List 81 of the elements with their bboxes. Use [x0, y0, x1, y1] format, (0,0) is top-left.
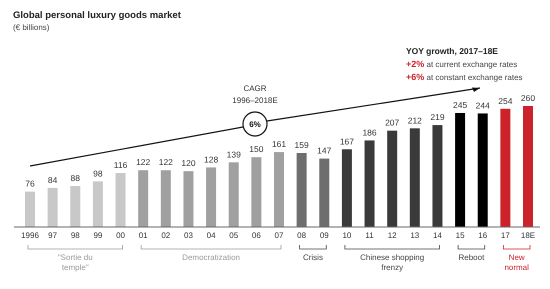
data-label: 128 — [204, 154, 218, 164]
text: Democratization — [182, 253, 240, 262]
data-label: 186 — [362, 127, 377, 138]
x-tick-label: 16 — [478, 231, 488, 240]
bar — [342, 149, 352, 227]
data-label: 116 — [114, 160, 128, 170]
bar — [48, 188, 58, 227]
bar — [432, 125, 442, 227]
bar — [251, 157, 262, 227]
x-tick-label: 01 — [138, 231, 148, 240]
chart-title: Global personal luxury goods market — [13, 10, 182, 21]
bar — [410, 128, 420, 227]
bar — [92, 181, 103, 227]
bar — [70, 186, 80, 227]
text: Crisis — [302, 253, 323, 262]
bar — [478, 113, 488, 227]
text: +2% at current exchange rates — [406, 59, 518, 69]
data-label: 84 — [48, 174, 58, 185]
text: "Sortie du temple" — [58, 253, 93, 272]
text: YOY growth, 2017–18E — [406, 46, 498, 56]
x-tick-label: 98 — [70, 231, 80, 240]
data-label: 244 — [476, 100, 490, 110]
x-tick-label: 03 — [184, 231, 194, 240]
data-label: 122 — [136, 157, 151, 168]
data-label: 159 — [294, 140, 309, 150]
annotation: 6% — [249, 120, 261, 129]
bar — [206, 167, 216, 227]
text: CAGR — [243, 84, 267, 93]
data-label: 150 — [249, 144, 264, 154]
bar — [138, 170, 148, 227]
data-label: 260 — [520, 93, 536, 103]
data-label: 207 — [385, 118, 400, 128]
x-tick-label: 99 — [93, 231, 103, 240]
data-label: 254 — [498, 96, 513, 106]
x-tick-label: 13 — [410, 231, 420, 240]
bar — [364, 140, 375, 227]
text: New normal — [504, 253, 530, 272]
x-tick-label: 17 — [500, 231, 510, 240]
x-tick-label: 10 — [342, 231, 352, 240]
data-label: 167 — [340, 136, 354, 146]
data-label: 139 — [226, 149, 242, 160]
data-label: 147 — [317, 146, 332, 156]
data-label: 88 — [70, 173, 80, 184]
data-label: 219 — [430, 112, 445, 122]
data-label: 120 — [181, 158, 196, 168]
x-tick-label: 15 — [456, 231, 466, 240]
x-tick-label: 97 — [48, 231, 58, 240]
x-tick-label: 06 — [252, 231, 262, 240]
x-tick-label: 05 — [229, 231, 239, 240]
x-tick-label: 04 — [206, 231, 216, 240]
bar — [387, 130, 398, 227]
text: Reboot — [458, 253, 486, 262]
bar — [25, 192, 35, 227]
x-tick-label: 14 — [433, 231, 442, 240]
data-label: 245 — [452, 100, 468, 110]
bar — [228, 162, 239, 227]
bar — [455, 112, 466, 227]
data-label: 98 — [93, 168, 103, 178]
text: Chinese shopping frenzy — [360, 253, 424, 272]
x-tick-label: 00 — [116, 231, 126, 240]
x-tick-label: 08 — [297, 231, 307, 240]
text: 1996–2018E — [232, 96, 278, 105]
data-label: 122 — [158, 157, 174, 168]
data-label: 212 — [408, 115, 422, 126]
bar — [274, 152, 284, 227]
x-tick-label: 07 — [274, 231, 284, 240]
x-tick-label: 1996 — [21, 231, 40, 240]
x-tick-label: 09 — [320, 231, 330, 240]
bar — [500, 108, 510, 227]
x-tick-label: 11 — [365, 231, 374, 240]
data-label: 161 — [272, 139, 286, 150]
bar — [116, 173, 126, 227]
bar — [160, 170, 171, 227]
chart-subtitle: (€ billions) — [13, 23, 50, 32]
data-label: 76 — [25, 178, 35, 189]
x-tick-label: 02 — [161, 231, 171, 240]
x-tick-label: 12 — [388, 231, 398, 240]
bar — [523, 106, 533, 227]
text: +6% at constant exchange rates — [406, 72, 523, 82]
bar — [183, 171, 194, 227]
x-tick-label: 18E — [520, 231, 536, 240]
